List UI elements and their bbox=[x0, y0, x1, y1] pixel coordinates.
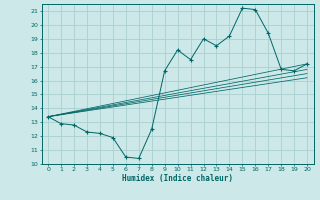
X-axis label: Humidex (Indice chaleur): Humidex (Indice chaleur) bbox=[122, 174, 233, 183]
